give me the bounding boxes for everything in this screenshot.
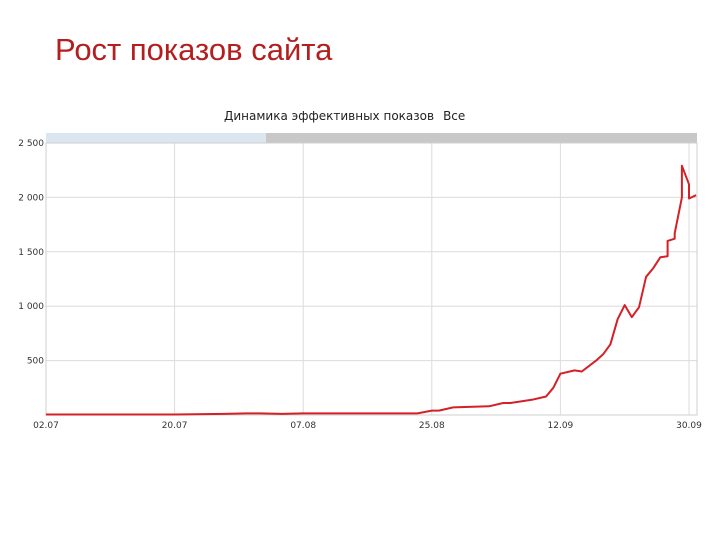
y-tick-label: 2 500 xyxy=(18,139,44,149)
y-tick-label: 1 000 xyxy=(18,302,44,312)
series-line xyxy=(46,164,697,416)
y-tick-label: 2 000 xyxy=(18,193,44,203)
y-tick-label: 500 xyxy=(27,357,44,367)
x-tick-label: 20.07 xyxy=(162,421,188,431)
x-tick-label: 30.09 xyxy=(676,421,702,431)
x-tick-label: 07.08 xyxy=(290,421,316,431)
plot-frame xyxy=(45,142,698,416)
filter-label[interactable]: Все xyxy=(443,109,466,123)
chart-title-line: Динамика эффективных показов Все xyxy=(224,109,465,123)
y-tick-label: 1 500 xyxy=(18,248,44,258)
x-tick-label: 02.07 xyxy=(33,421,59,431)
x-tick-label: 25.08 xyxy=(419,421,445,431)
range-selector-track xyxy=(266,133,697,143)
x-tick-label: 12.09 xyxy=(548,421,574,431)
range-selector-selected xyxy=(46,133,266,143)
slide-title: Рост показов сайта xyxy=(55,32,333,67)
chart-title: Динамика эффективных показов xyxy=(224,109,435,123)
